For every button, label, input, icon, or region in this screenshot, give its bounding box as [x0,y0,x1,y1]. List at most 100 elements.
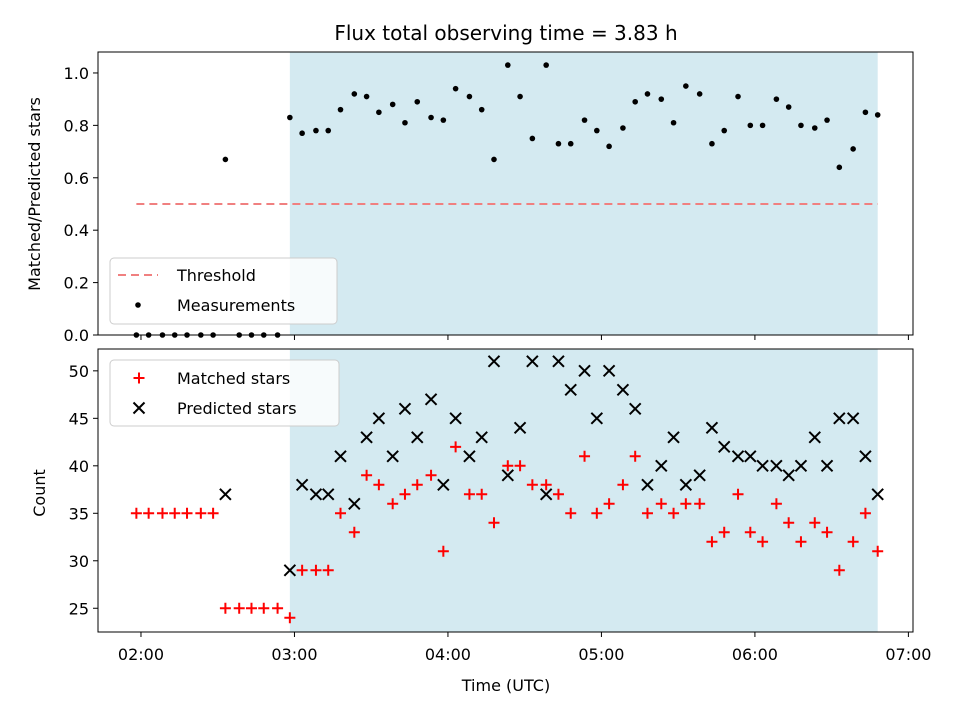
predicted-point [590,412,604,425]
matched-point [617,479,629,491]
measurement-point [505,62,511,68]
matched-point [387,498,399,510]
measurement-point [670,119,677,126]
legend-measurements-swatch [135,302,141,308]
matched-point [195,507,207,519]
x-tick-label: 02:00 [118,645,164,664]
predicted-point [463,450,476,463]
predicted-point [526,355,539,368]
matched-point [694,498,706,510]
measurement-point [440,117,447,123]
matched-point [795,536,807,548]
bottom-panel: 25 30 35 40 45 50 02:00 03:00 04:00 05:00 06:00 07:… [69,348,931,664]
y-tick-label: 0.8 [64,116,89,135]
predicted-point [667,431,680,444]
y-tick-label: 45 [69,409,89,428]
legend-threshold-label: Threshold [176,266,256,285]
measurement-point [874,112,881,118]
predicted-point [360,431,373,444]
measurement-point [836,164,843,171]
matched-point [373,479,385,491]
measurement-point [709,140,715,147]
matched-point [322,564,334,576]
measurement-point [696,91,703,97]
predicted-point [782,469,795,482]
measurement-point [735,93,741,100]
top-ylabel: Matched/Predicted stars [25,97,44,291]
matched-point [655,498,667,510]
x-tick-label: 07:00 [885,645,931,664]
predicted-point [705,421,719,435]
predicted-point [859,450,872,463]
predicted-point [372,412,386,425]
predicted-point [655,459,668,473]
measurement-point [299,130,305,137]
measurement-point [773,96,780,102]
matched-point [540,479,552,491]
measurement-point [632,98,638,105]
predicted-point [219,488,232,501]
legend-predicted-label: Predicted stars [177,399,297,418]
predicted-point [449,412,462,425]
matched-point [668,507,680,519]
matched-point [591,507,603,519]
measurement-point [452,85,459,92]
predicted-point [309,488,323,501]
observing-window [289,349,878,632]
matched-point [348,526,360,538]
predicted-point [487,355,501,368]
measurement-point [567,140,574,147]
predicted-point [539,488,553,501]
matched-point [296,564,308,576]
matched-point [872,545,884,557]
matched-point [245,602,257,614]
matched-point [272,602,284,614]
measurement-point [389,101,396,108]
measurement-point [620,125,626,131]
predicted-point [283,564,297,577]
y-tick-label: 0.0 [64,326,89,345]
matched-point [156,507,168,519]
matched-point [579,450,591,462]
measurement-point [555,140,562,147]
matched-point [476,488,488,500]
legend-matched-swatch [133,372,145,384]
x-tick-label: 05:00 [578,645,624,664]
y-tick-label: 0.2 [64,274,89,293]
measurement-point [414,98,421,105]
matched-point [552,488,564,500]
matched-point [680,498,692,510]
measurement-point [721,127,728,134]
matched-point [732,488,744,500]
matched-point [437,545,449,557]
matched-point [744,526,756,538]
matched-point [514,460,526,472]
predicted-point [731,450,745,463]
matched-point [310,564,322,576]
top-frame [97,51,914,336]
measurement-point [325,127,332,134]
chart-title: Flux total observing time = 3.83 h [334,21,677,45]
measurement-point [824,117,830,123]
predicted-point [846,412,860,425]
measurement-point [376,109,382,116]
predicted-point [348,497,361,511]
predicted-point [398,402,412,416]
predicted-point [501,469,515,482]
matched-point [450,441,462,453]
matched-point [757,536,769,548]
matched-point [169,507,181,519]
matched-point [603,498,615,510]
measurement-point [287,114,293,121]
predicted-point [718,440,731,454]
bottom-ylabel: Count [30,469,49,517]
predicted-point [693,469,706,482]
y-tick-label: 35 [69,504,89,523]
measurement-point [491,156,497,163]
legend-matched-label: Matched stars [177,369,290,388]
y-tick-label: 0.4 [64,221,89,240]
measurement-point [747,122,754,129]
predicted-point [628,402,642,416]
y-tick-label: 50 [69,362,89,381]
